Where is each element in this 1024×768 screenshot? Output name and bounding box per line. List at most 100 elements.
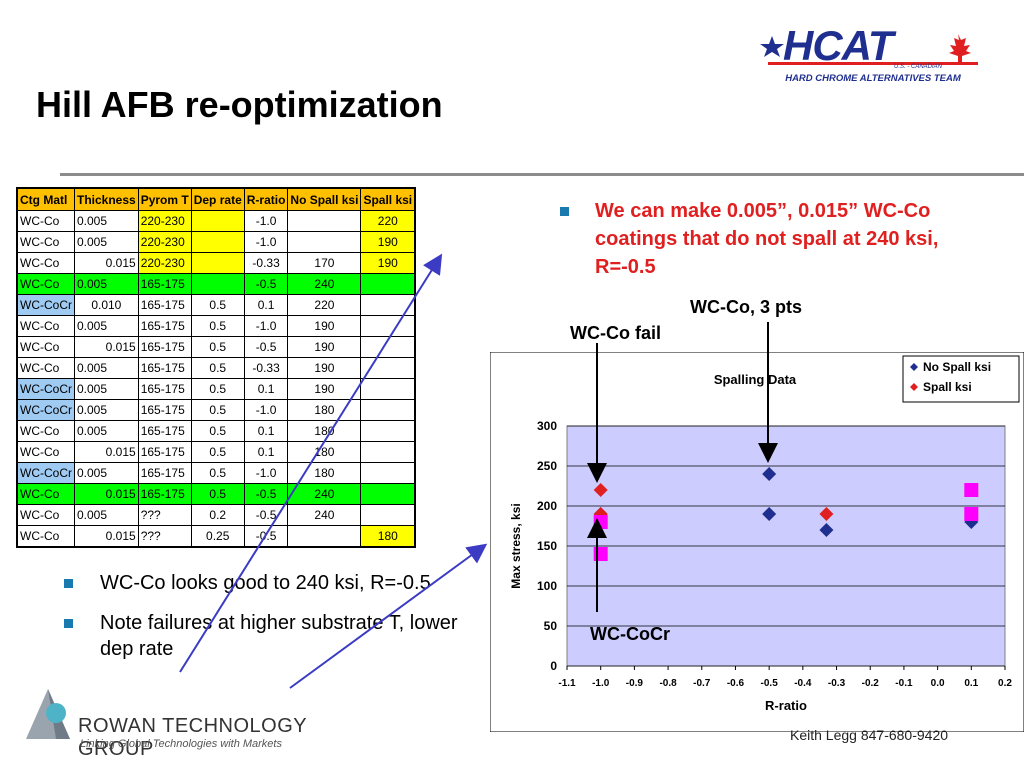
cell-no-spall: 240	[287, 273, 362, 295]
coating-table: Ctg Matl Thickness Pyrom T Dep rate R-ra…	[16, 187, 417, 548]
cell-pyrom-t: 165-175	[137, 462, 192, 484]
cell-dep-rate: 0.2	[190, 504, 245, 526]
cell-dep-rate: 0.5	[190, 420, 245, 442]
maple-leaf-icon	[949, 34, 971, 62]
cell-spall	[360, 315, 416, 337]
x-axis-label: R-ratio	[765, 698, 807, 713]
data-point-diamond	[819, 523, 834, 537]
x-tick-label: -0.3	[828, 678, 846, 689]
cell-dep-rate	[190, 252, 245, 274]
cell-thickness: 0.005	[74, 378, 139, 400]
y-axis-label: Max stress, ksi	[509, 503, 523, 588]
cell-spall	[360, 483, 416, 505]
legend-spall-marker	[910, 383, 918, 391]
footer-contact: Keith Legg 847-680-9420	[790, 727, 949, 743]
page-title: Hill AFB re-optimization	[36, 84, 443, 125]
cell-spall	[360, 420, 416, 442]
chart-title: Spalling Data	[714, 372, 797, 387]
cell-dep-rate	[190, 273, 245, 295]
cell-dep-rate: 0.5	[190, 378, 245, 400]
cell-pyrom-t: 165-175	[137, 336, 192, 358]
rowan-logo: ROWAN TECHNOLOGY GROUP Linking Global Te…	[26, 689, 346, 760]
col-pyrom-t: Pyrom T	[137, 187, 192, 211]
cell-ctg-matl: WC-CoCr	[16, 462, 75, 484]
y-tick-label: 300	[537, 419, 557, 433]
rowan-tagline: Linking Global Technologies with Markets	[80, 738, 282, 750]
x-tick-label: -1.1	[558, 678, 576, 689]
cell-thickness: 0.005	[74, 399, 139, 421]
x-tick-label: -1.0	[592, 678, 610, 689]
table-row: WC-Co 0.015??? 0.25 -0.5 180	[16, 525, 416, 548]
y-tick-label: 150	[537, 539, 557, 553]
pyramid-icon	[26, 689, 70, 739]
cell-thickness: 0.015	[74, 483, 139, 505]
bullet-icon	[64, 579, 73, 588]
cell-r-ratio: -1.0	[243, 399, 289, 421]
cell-dep-rate: 0.5	[190, 399, 245, 421]
cell-r-ratio: -0.5	[243, 273, 289, 295]
cell-no-spall: 240	[287, 504, 362, 526]
cell-thickness: 0.015	[74, 441, 139, 463]
cell-r-ratio: 0.1	[243, 420, 289, 442]
cell-r-ratio: 0.1	[243, 294, 289, 316]
cell-spall	[360, 504, 416, 526]
callout-text: We can make 0.005”, 0.015” WC-Co coating…	[595, 200, 939, 278]
hcat-subtitle: U.S. - CANADIAN	[894, 64, 943, 70]
cell-r-ratio: -0.33	[243, 357, 289, 379]
cell-thickness: 0.005	[74, 315, 139, 337]
cell-no-spall	[287, 231, 362, 253]
cell-ctg-matl: WC-Co	[16, 273, 75, 295]
hcat-logo-graphic	[760, 34, 978, 65]
table-row: WC-Co 0.005 220-230 -1.0 190	[16, 231, 416, 253]
callout-note: We can make 0.005”, 0.015” WC-Co coating…	[560, 197, 980, 281]
cell-no-spall: 190	[287, 336, 362, 358]
cell-r-ratio: -0.5	[243, 504, 289, 526]
table-row: WC-Co 0.005??? 0.2 -0.5 240	[16, 504, 416, 526]
cell-no-spall: 190	[287, 378, 362, 400]
cell-thickness: 0.015	[74, 252, 139, 274]
cell-dep-rate: 0.5	[190, 336, 245, 358]
cell-ctg-matl: WC-Co	[16, 336, 75, 358]
cell-pyrom-t: 220-230	[137, 210, 192, 232]
cell-ctg-matl: WC-Co	[16, 420, 75, 442]
cell-pyrom-t: 165-175	[137, 273, 192, 295]
y-tick-label: 100	[537, 579, 557, 593]
cell-ctg-matl: WC-Co	[16, 210, 75, 232]
table-row: WC-Co 0.005 165-175 -0.5 240	[16, 273, 416, 295]
cell-dep-rate: 0.5	[190, 483, 245, 505]
cell-r-ratio: -0.5	[243, 483, 289, 505]
y-tick-label: 200	[537, 499, 557, 513]
cell-spall: 220	[360, 210, 416, 232]
cell-r-ratio: -1.0	[243, 462, 289, 484]
cell-no-spall: 170	[287, 252, 362, 274]
bullet-item: Note failures at higher substrate T, low…	[64, 610, 484, 662]
cell-dep-rate: 0.25	[190, 525, 245, 548]
bullet-icon	[64, 619, 73, 628]
cell-ctg-matl: WC-CoCr	[16, 399, 75, 421]
cell-no-spall: 220	[287, 294, 362, 316]
label-wccocr: WC-CoCr	[590, 624, 670, 644]
cell-ctg-matl: WC-Co	[16, 231, 75, 253]
x-tick-label: -0.6	[727, 678, 745, 689]
col-no-spall: No Spall ksi	[287, 187, 362, 211]
table-header-row: Ctg Matl Thickness Pyrom T Dep rate R-ra…	[16, 187, 416, 211]
title-divider	[60, 173, 1024, 176]
y-tick-label: 0	[550, 659, 557, 673]
bullet-text: Note failures at higher substrate T, low…	[100, 612, 458, 660]
data-point-diamond	[762, 507, 777, 521]
x-tick-label: -0.8	[659, 678, 677, 689]
table-row: WC-CoCr 0.010 165-175 0.5 0.1 220	[16, 294, 416, 316]
cell-thickness: 0.005	[74, 504, 139, 526]
cell-no-spall: 240	[287, 483, 362, 505]
cell-no-spall: 190	[287, 357, 362, 379]
cell-spall	[360, 441, 416, 463]
cell-ctg-matl: WC-Co	[16, 525, 75, 548]
x-tick-label: 0.2	[998, 678, 1012, 689]
cell-ctg-matl: WC-Co	[16, 483, 75, 505]
cell-r-ratio: 0.1	[243, 441, 289, 463]
label-wcco-fail: WC-Co fail	[570, 323, 661, 343]
cell-thickness: 0.010	[74, 294, 139, 316]
cell-no-spall: 190	[287, 315, 362, 337]
x-tick-label: -0.9	[626, 678, 644, 689]
cell-thickness: 0.005	[74, 231, 139, 253]
